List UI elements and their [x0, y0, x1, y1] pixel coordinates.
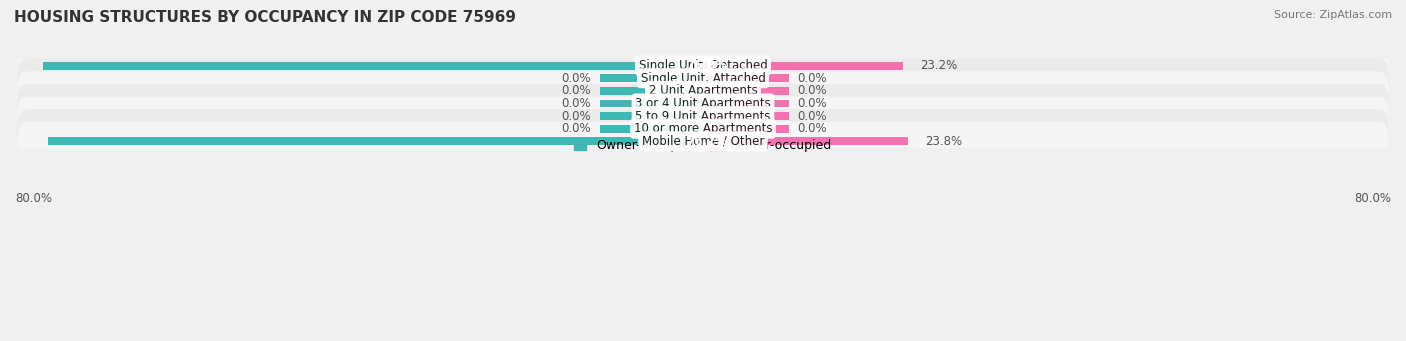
Text: 80.0%: 80.0% — [15, 192, 52, 205]
Bar — [600, 125, 703, 133]
Text: 0.0%: 0.0% — [561, 97, 591, 110]
Bar — [42, 62, 703, 70]
Bar — [703, 125, 789, 133]
Text: 0.0%: 0.0% — [797, 122, 827, 135]
Text: 10 or more Apartments: 10 or more Apartments — [634, 122, 772, 135]
Text: 0.0%: 0.0% — [561, 109, 591, 122]
FancyBboxPatch shape — [18, 109, 1388, 148]
Bar — [600, 100, 703, 107]
Bar — [703, 62, 903, 70]
Text: 0.0%: 0.0% — [561, 84, 591, 98]
Text: 23.8%: 23.8% — [925, 135, 962, 148]
Bar — [703, 137, 908, 145]
FancyBboxPatch shape — [18, 59, 1388, 98]
Bar — [703, 100, 789, 107]
FancyBboxPatch shape — [18, 71, 1388, 110]
Legend: Owner-occupied, Renter-occupied: Owner-occupied, Renter-occupied — [568, 134, 838, 157]
FancyBboxPatch shape — [18, 84, 1388, 123]
FancyBboxPatch shape — [18, 97, 1388, 136]
Text: 76.2%: 76.2% — [686, 135, 727, 148]
Text: 0.0%: 0.0% — [797, 84, 827, 98]
Text: 0.0%: 0.0% — [797, 97, 827, 110]
Bar — [600, 74, 703, 82]
Text: 3 or 4 Unit Apartments: 3 or 4 Unit Apartments — [636, 97, 770, 110]
Bar — [600, 87, 703, 95]
Text: Mobile Home / Other: Mobile Home / Other — [641, 135, 765, 148]
Text: 23.2%: 23.2% — [920, 59, 957, 72]
Text: 0.0%: 0.0% — [561, 122, 591, 135]
FancyBboxPatch shape — [18, 122, 1388, 161]
Bar — [600, 112, 703, 120]
Text: 0.0%: 0.0% — [797, 72, 827, 85]
Text: 76.8%: 76.8% — [686, 59, 727, 72]
Text: 2 Unit Apartments: 2 Unit Apartments — [648, 84, 758, 98]
Text: Single Unit, Detached: Single Unit, Detached — [638, 59, 768, 72]
Text: HOUSING STRUCTURES BY OCCUPANCY IN ZIP CODE 75969: HOUSING STRUCTURES BY OCCUPANCY IN ZIP C… — [14, 10, 516, 25]
Text: 0.0%: 0.0% — [561, 72, 591, 85]
Text: 5 to 9 Unit Apartments: 5 to 9 Unit Apartments — [636, 109, 770, 122]
Bar — [703, 74, 789, 82]
Text: 0.0%: 0.0% — [797, 109, 827, 122]
FancyBboxPatch shape — [18, 46, 1388, 85]
Text: Source: ZipAtlas.com: Source: ZipAtlas.com — [1274, 10, 1392, 20]
Bar — [48, 137, 703, 145]
Text: Single Unit, Attached: Single Unit, Attached — [641, 72, 765, 85]
Bar — [703, 112, 789, 120]
Text: 80.0%: 80.0% — [1354, 192, 1391, 205]
Bar — [703, 87, 789, 95]
